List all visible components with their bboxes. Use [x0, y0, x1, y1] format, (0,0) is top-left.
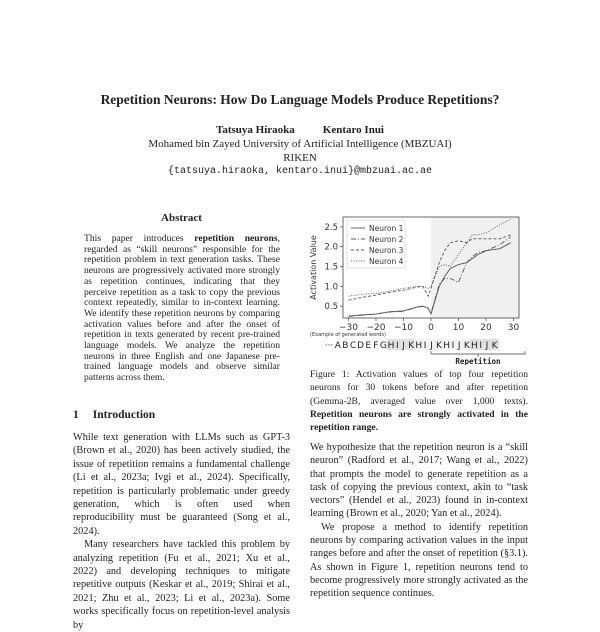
author-2: Kentaro Inui [322, 124, 384, 136]
legend-label: Neuron 2 [369, 235, 404, 244]
repetition-bracket [430, 351, 526, 357]
x-tick-label: −20 [367, 323, 386, 333]
y-tick-label: 1.5 [324, 263, 338, 273]
author-1: Tatsuya Hiraoka [216, 124, 295, 136]
example-token: I [452, 341, 455, 351]
abstract-bold: repetition neurons [194, 233, 278, 244]
x-tick-label: 20 [480, 323, 492, 333]
example-token: H [415, 341, 422, 351]
y-axis-label: Activation Value [309, 235, 318, 300]
y-tick-label: 0.5 [324, 302, 338, 312]
section-heading: 1 Introduction [73, 409, 169, 421]
legend-label: Neuron 4 [369, 257, 404, 266]
abstract-heading: Abstract [161, 212, 202, 224]
example-token: C [350, 341, 356, 351]
token-highlight [470, 339, 479, 350]
figure-caption: Figure 1: Activation values of top four … [310, 368, 528, 434]
x-tick-label: 0 [428, 323, 434, 333]
token-highlight [462, 339, 472, 350]
example-token: H [388, 341, 395, 351]
legend-label: Neuron 1 [369, 224, 404, 233]
y-tick-label: 2.5 [324, 223, 338, 233]
y-tick-label: 2.0 [324, 243, 338, 253]
series-line-3 [348, 234, 511, 301]
example-token: K [492, 341, 499, 351]
right-column-text: We hypothesize that the repetition neuro… [310, 441, 528, 601]
repetition-shade [431, 217, 519, 318]
example-token: B [342, 341, 348, 351]
token-highlight [434, 339, 444, 350]
example-token: K [436, 341, 443, 351]
token-highlight [442, 339, 451, 350]
example-token: H [471, 341, 478, 351]
token-highlight [482, 339, 492, 350]
example-token: I [424, 341, 427, 351]
x-tick-label: 30 [508, 323, 520, 333]
token-highlight [477, 339, 484, 350]
example-token: J [401, 341, 405, 351]
token-highlight [427, 339, 436, 350]
example-token: A [335, 341, 342, 351]
example-token: H [443, 341, 450, 351]
x-tick-label: −30 [339, 323, 358, 333]
abstract-text: This paper introduces repetition neurons… [84, 233, 280, 384]
example-token: J [457, 341, 461, 351]
example-label: (Example of generated words) [310, 332, 386, 338]
example-token: D [357, 341, 364, 351]
repetition-label: Repetition [455, 357, 500, 365]
token-highlight [406, 339, 416, 350]
token-highlight [399, 339, 408, 350]
abstract-post: , regarded as “skill neurons” responsibl… [84, 233, 280, 384]
x-tick-label: −10 [394, 323, 413, 333]
email: {tatsuya.hiraoka, kentaro.inui}@mbzuai.a… [167, 166, 433, 177]
section-title: Introduction [92, 409, 156, 421]
example-token: K [464, 341, 471, 351]
figure-1-chart: −30 −20 −10 0 10 20 30 0.5 1.0 1.5 2.0 2.5 Activatio… [309, 216, 526, 365]
example-token: E [365, 341, 371, 351]
token-highlight [454, 339, 464, 350]
token-highlight [449, 339, 456, 350]
example-token: F [373, 341, 378, 351]
token-highlight [490, 339, 499, 350]
x-tick-label: 10 [453, 323, 465, 333]
intro-text: While text generation with LLMs such as … [73, 431, 290, 632]
example-token: K [408, 341, 415, 351]
paragraph: We hypothesize that the repetition neuro… [310, 442, 528, 520]
series-line-2 [348, 236, 512, 317]
authors: Tatsuya Hiraoka Kentaro Inui [0, 124, 600, 136]
caption-bold: Repetition neurons are strongly activate… [310, 408, 528, 434]
example-token: G [380, 341, 387, 351]
token-highlight [422, 339, 429, 350]
token-highlight [386, 339, 396, 350]
paragraph: While text generation with LLMs such as … [73, 432, 290, 537]
caption-text: Figure 1: Activation values of top four … [310, 369, 528, 407]
example-token: I [479, 341, 482, 351]
abstract-pre: This paper introduces [84, 233, 195, 244]
paragraph: We propose a method to identify repetiti… [310, 521, 528, 600]
token-highlight [414, 339, 424, 350]
example-token: I [396, 341, 399, 351]
y-tick-label: 1.0 [324, 282, 338, 292]
example-token: ··· [325, 341, 334, 351]
token-highlight [394, 339, 401, 350]
section-number: 1 [73, 409, 79, 421]
affiliation-2: RIKEN [283, 152, 317, 164]
paper-title: Repetition Neurons: How Do Language Mode… [100, 92, 500, 107]
example-token: J [429, 341, 433, 351]
series-line-4 [348, 218, 511, 297]
paragraph: Many researchers have tackled this probl… [73, 539, 290, 631]
example-token: J [485, 341, 489, 351]
affiliation-1: Mohamed bin Zayed University of Artifici… [148, 138, 452, 150]
legend-label: Neuron 3 [369, 246, 404, 255]
